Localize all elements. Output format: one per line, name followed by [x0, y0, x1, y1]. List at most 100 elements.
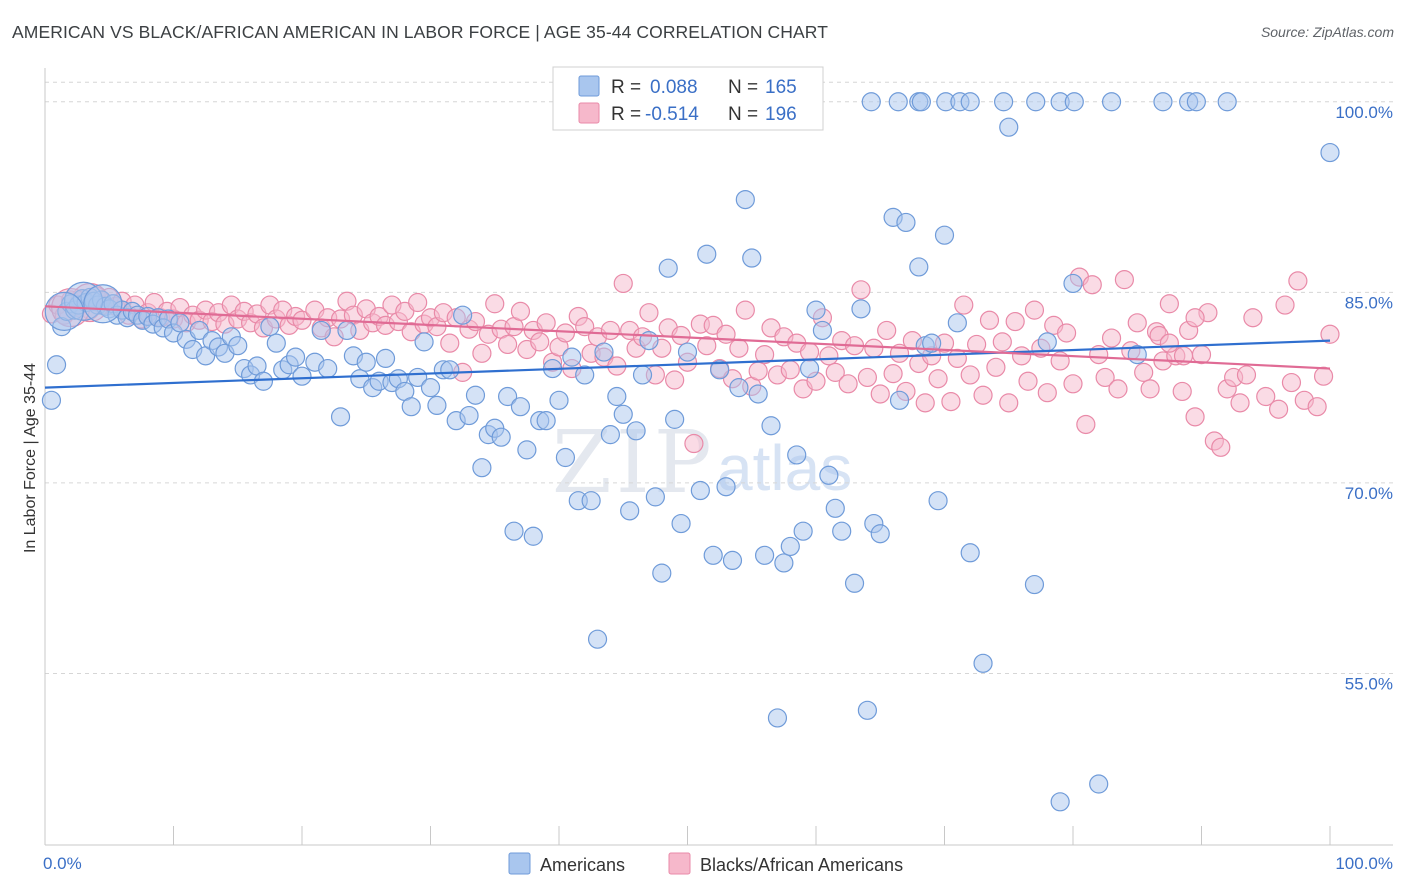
point-0-156 — [911, 92, 931, 112]
point-0-79 — [510, 397, 531, 417]
point-1-184 — [1230, 393, 1250, 413]
point-1-173 — [1159, 294, 1179, 314]
point-1-191 — [1288, 271, 1308, 291]
point-0-31 — [189, 320, 209, 341]
point-1-160 — [1076, 414, 1096, 435]
chart-source: Source: ZipAtlas.com — [1260, 24, 1394, 40]
point-0-64 — [414, 332, 434, 352]
point-1-154 — [1037, 383, 1057, 403]
point-1-61 — [440, 333, 460, 353]
point-0-62 — [401, 397, 421, 417]
point-0-103 — [665, 409, 685, 429]
point-0-123 — [799, 358, 820, 379]
point-0-141 — [934, 225, 955, 245]
point-0-68 — [440, 360, 460, 380]
x-tick-label-max: 100.0% — [1335, 854, 1393, 873]
point-1-137 — [928, 369, 948, 389]
point-1-106 — [729, 338, 749, 358]
trendlines — [44, 305, 1331, 389]
point-0-50 — [318, 358, 338, 379]
point-1-123 — [838, 374, 858, 394]
point-0-124 — [806, 300, 826, 320]
y-axis-title: In Labor Force | Age 35-44 — [22, 363, 39, 553]
point-1-145 — [979, 310, 1000, 330]
point-1-96 — [665, 370, 685, 390]
point-0-111 — [722, 550, 743, 571]
point-large-0-2 — [44, 291, 84, 331]
point-0-0 — [41, 390, 62, 410]
point-0-150 — [1089, 774, 1109, 794]
point-0-165 — [1153, 92, 1173, 112]
point-1-149 — [1005, 311, 1025, 332]
legend-r-value-americans: 0.088 — [650, 77, 698, 98]
point-1-135 — [915, 393, 935, 413]
y-tick-label-1: 70.0% — [1345, 484, 1393, 503]
point-0-147 — [1037, 332, 1057, 352]
point-large-0-1 — [83, 284, 123, 324]
point-0-86 — [555, 447, 576, 468]
point-0-65 — [420, 378, 441, 398]
point-1-120 — [819, 346, 839, 366]
point-1-141 — [954, 295, 974, 315]
point-0-145 — [999, 117, 1019, 137]
point-0-148 — [1050, 792, 1070, 812]
point-0-119 — [774, 553, 794, 573]
point-1-68 — [485, 294, 505, 314]
y-tick-labels: 55.0% 70.0% 85.0% 100.0% — [1335, 103, 1393, 694]
point-0-159 — [960, 92, 980, 112]
point-0-115 — [748, 384, 768, 404]
point-0-153 — [861, 92, 881, 112]
y-tick-label-3: 100.0% — [1335, 103, 1393, 122]
point-0-43 — [266, 333, 286, 353]
point-0-98 — [632, 365, 653, 385]
point-0-97 — [626, 421, 646, 441]
point-0-118 — [767, 708, 788, 728]
point-1-148 — [999, 393, 1019, 413]
point-1-99 — [684, 433, 704, 454]
point-1-109 — [748, 361, 768, 381]
point-0-114 — [742, 248, 762, 268]
point-0-104 — [671, 513, 691, 534]
point-1-70 — [498, 334, 518, 355]
trendline-1 — [44, 305, 1331, 370]
point-0-128 — [832, 521, 852, 541]
point-0-46 — [285, 347, 306, 367]
point-1-101 — [697, 336, 717, 356]
legend-n-value-americans: 165 — [765, 77, 797, 98]
point-1-158 — [1063, 374, 1083, 394]
point-0-1 — [46, 355, 67, 375]
point-0-51 — [330, 407, 351, 427]
point-1-177 — [1185, 407, 1205, 427]
point-1-164 — [1101, 328, 1122, 348]
point-0-70 — [453, 305, 473, 325]
point-1-185 — [1236, 365, 1257, 385]
point-0-116 — [754, 545, 775, 565]
point-0-92 — [594, 342, 614, 362]
point-0-52 — [337, 320, 357, 341]
point-1-193 — [1307, 397, 1327, 417]
y-tick-label-0: 55.0% — [1345, 674, 1393, 693]
point-1-175 — [1172, 381, 1192, 402]
point-1-114 — [780, 360, 800, 380]
point-1-170 — [1140, 379, 1160, 399]
point-0-77 — [498, 386, 518, 407]
point-1-168 — [1127, 313, 1147, 333]
axes — [44, 68, 1393, 846]
point-1-72 — [510, 301, 531, 321]
point-0-76 — [491, 427, 511, 447]
point-0-110 — [716, 477, 736, 497]
point-1-199 — [1185, 308, 1205, 328]
point-0-78 — [504, 521, 524, 541]
point-0-131 — [857, 700, 878, 720]
point-1-151 — [1018, 371, 1038, 391]
point-0-129 — [844, 573, 865, 593]
point-1-126 — [857, 367, 878, 388]
point-0-100 — [645, 487, 665, 507]
point-0-41 — [253, 371, 274, 391]
legend-swatch-americans — [578, 75, 600, 97]
point-0-107 — [697, 244, 717, 264]
point-0-121 — [787, 445, 807, 465]
point-1-150 — [1011, 346, 1032, 366]
y-tick-label-2: 85.0% — [1345, 293, 1393, 312]
